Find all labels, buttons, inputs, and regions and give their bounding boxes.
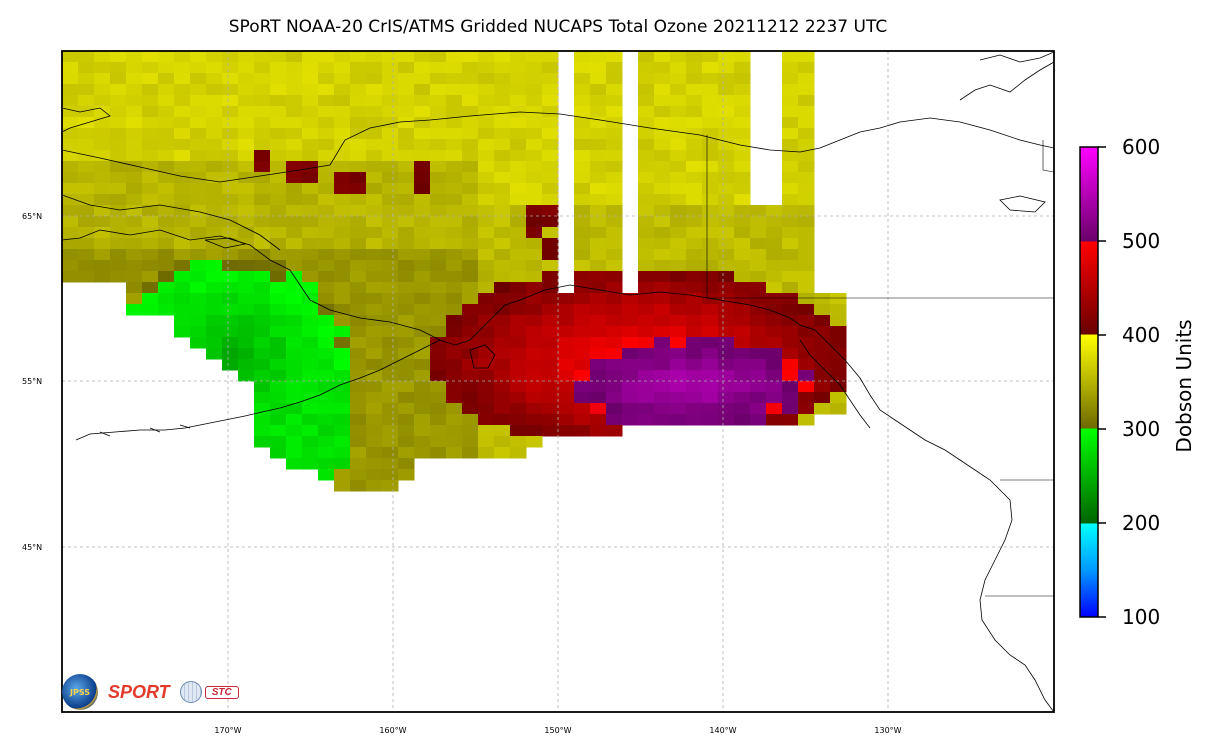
colorbar-tick-label: 600 (1122, 135, 1161, 159)
ozone-field (62, 51, 847, 492)
map-frame (61, 50, 1055, 713)
colorbar-tick-label: 400 (1122, 323, 1161, 347)
colorbar-tick-label: 300 (1122, 417, 1161, 441)
jpss-logo: JPSS (62, 674, 98, 710)
colorbar-tick-label: 100 (1122, 605, 1161, 629)
lat-label: 65°N (22, 212, 42, 221)
coastlines (62, 51, 1054, 712)
graticule (62, 51, 1054, 712)
lon-label: 130°W (874, 726, 901, 735)
colorbar-tick-label: 500 (1122, 229, 1161, 253)
lon-label: 160°W (379, 726, 406, 735)
borders (706, 135, 1054, 597)
colorbar-tick-label: 200 (1122, 511, 1161, 535)
colorbar (1079, 146, 1099, 618)
lon-label: 150°W (544, 726, 571, 735)
colorbar-title: Dobson Units (1172, 319, 1196, 453)
logo-strip: JPSS SPORT STC (62, 672, 239, 712)
lon-label: 140°W (709, 726, 736, 735)
stc-logo: STC (179, 681, 239, 703)
sport-logo: SPORT (108, 681, 170, 702)
map-title: SPoRT NOAA-20 CrIS/ATMS Gridded NUCAPS T… (228, 17, 888, 37)
lon-label: 170°W (214, 726, 241, 735)
globe-icon (179, 681, 202, 703)
lat-label: 45°N (22, 543, 42, 552)
lat-label: 55°N (22, 377, 42, 386)
